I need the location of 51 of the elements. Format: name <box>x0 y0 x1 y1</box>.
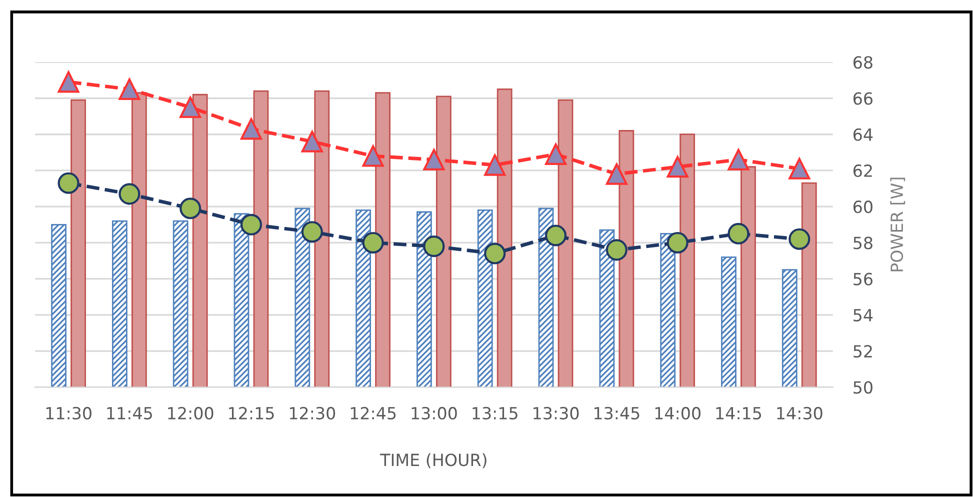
point <box>606 239 628 261</box>
x-tick-label: 14:30 <box>777 406 822 420</box>
point <box>788 158 810 180</box>
x-tick-label: 14:15 <box>716 407 762 420</box>
x-tick-label: 14:00 <box>655 406 700 420</box>
y2-tick-label: 54 <box>854 309 873 322</box>
y2-tick-label: 68 <box>853 56 872 69</box>
x-tick-label: 12:00 <box>168 406 214 420</box>
y2-tick-label: 50 <box>854 381 872 394</box>
y2-axis-title: POWER [W] <box>890 178 906 272</box>
y2-tick-label: 66 <box>853 92 872 105</box>
x-tick-label: 12:30 <box>290 406 336 420</box>
point <box>362 145 384 167</box>
x-tick-label: 11:45 <box>107 407 152 420</box>
y2-tick-label: 52 <box>854 345 872 358</box>
point <box>484 242 506 264</box>
point <box>118 78 140 100</box>
point <box>423 148 445 170</box>
y2-tick-label: 64 <box>853 128 873 141</box>
point <box>788 228 810 250</box>
point <box>728 148 750 170</box>
x-tick-label: 11:30 <box>46 406 92 420</box>
point <box>666 232 688 254</box>
point <box>545 224 567 246</box>
point <box>180 198 202 220</box>
point <box>180 96 202 118</box>
point <box>545 143 567 165</box>
x-axis-title: TIME (HOUR) <box>380 453 486 468</box>
point <box>58 172 80 194</box>
point <box>362 232 384 254</box>
x-tick-label: 13:30 <box>534 406 579 420</box>
point <box>666 156 688 178</box>
x-tick-label: 13:15 <box>472 406 518 420</box>
x-tick-label: 12:45 <box>350 406 396 420</box>
x-tick-label: 13:45 <box>594 406 640 420</box>
point <box>301 130 323 152</box>
point <box>240 214 262 236</box>
point <box>728 222 750 244</box>
point <box>58 71 80 93</box>
x-tick-label: 13:00 <box>412 406 457 420</box>
point <box>240 118 262 140</box>
point <box>484 154 506 176</box>
y2-tick-label: 60 <box>853 200 872 214</box>
y2-tick-label: 58 <box>854 236 872 250</box>
point <box>606 163 628 185</box>
point <box>118 183 140 205</box>
y2-tick-label: 56 <box>854 272 872 286</box>
x-tick-label: 12:15 <box>229 406 274 420</box>
y2-tick-label: 62 <box>853 164 872 178</box>
point <box>301 221 323 243</box>
point <box>423 236 445 258</box>
